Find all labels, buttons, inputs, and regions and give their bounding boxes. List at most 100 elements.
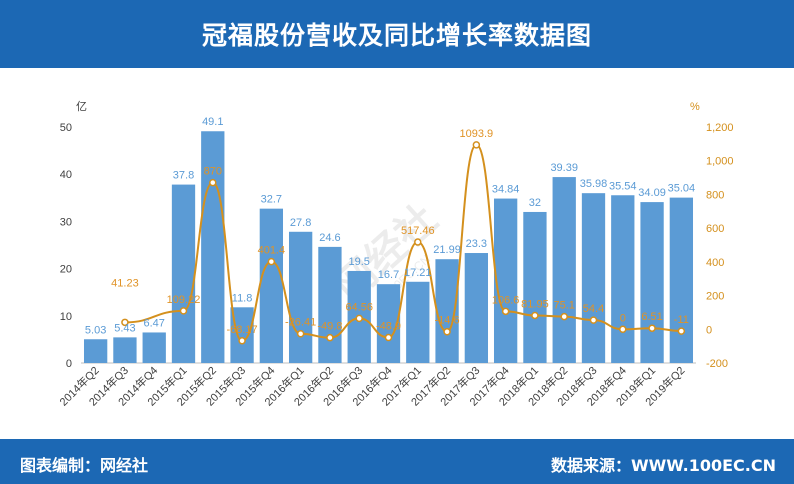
- bar: [464, 253, 489, 363]
- y-left-unit: 亿: [76, 100, 87, 113]
- bar-value-label: 5.03: [85, 324, 106, 336]
- y-right-tick-label: 600: [706, 223, 724, 235]
- bar: [523, 211, 547, 363]
- growth-point: [179, 307, 188, 315]
- bar-value-label: 27.8: [290, 217, 311, 229]
- footer-source: 数据来源：WWW.100EC.CN: [550, 456, 776, 475]
- growth-value-label: 109.22: [167, 294, 201, 306]
- growth-value-label: 1093.9: [460, 128, 494, 140]
- growth-value-label: 41.23: [111, 277, 139, 289]
- bar-value-label: 32.7: [261, 194, 282, 206]
- bar: [318, 246, 342, 363]
- bar-value-label: 49.1: [202, 116, 223, 128]
- footer-compiler: 图表编制：网经社: [20, 456, 149, 475]
- y-left-tick-label: 40: [60, 169, 72, 181]
- title-bar: 冠福股份营收及同比增长率数据图: [0, 0, 794, 68]
- growth-value-label: -14.6: [435, 315, 460, 327]
- y-right-unit: %: [690, 101, 700, 113]
- bar-value-label: 6.47: [144, 317, 165, 329]
- y-left-tick-label: 10: [60, 311, 72, 323]
- growth-value-label: -48.9: [376, 321, 401, 333]
- bar: [581, 193, 606, 363]
- growth-value-label: 6.51: [641, 311, 662, 323]
- bar: [230, 307, 254, 363]
- growth-value-label: 401.4: [258, 245, 286, 257]
- bar: [611, 195, 635, 363]
- y-right-tick-label: -200: [706, 358, 728, 370]
- y-right-tick-label: 1,000: [706, 156, 734, 168]
- revenue-growth-chart: 0 10 20 30 40 50 亿 -200 0 200 400 600 800 1,000 1,200%…: [56, 100, 734, 409]
- growth-point: [296, 329, 305, 338]
- growth-value-label: 106.6: [492, 294, 520, 306]
- bar-value-label: 17.21: [404, 267, 432, 279]
- bar: [288, 231, 313, 363]
- bar: [493, 198, 518, 363]
- y-right-tick-label: 0: [706, 324, 712, 336]
- bar: [113, 337, 137, 363]
- growth-value-label: 870: [204, 166, 222, 178]
- bar-value-label: 5.43: [114, 322, 135, 334]
- growth-value-label: 81.95: [521, 298, 549, 310]
- bar: [259, 208, 284, 363]
- growth-value-label: -26.41: [285, 317, 316, 329]
- growth-value-label: -11: [674, 314, 689, 326]
- growth-point: [384, 333, 393, 342]
- growth-point: [648, 324, 656, 332]
- bar-value-label: 35.54: [609, 180, 637, 192]
- bar-value-label: 23.3: [466, 238, 487, 250]
- y-left-tick-label: 30: [60, 216, 72, 228]
- y-left-tick-label: 50: [60, 122, 72, 134]
- growth-point: [443, 327, 451, 336]
- growth-point: [121, 318, 129, 327]
- bar: [640, 202, 664, 363]
- growth-point: [589, 316, 598, 324]
- growth-point: [414, 238, 422, 246]
- bar: [406, 281, 430, 363]
- growth-point: [267, 257, 276, 266]
- bar: [669, 197, 694, 363]
- bar-value-label: 19.5: [349, 256, 370, 268]
- bar: [142, 332, 166, 363]
- bar-value-label: 37.8: [173, 170, 194, 182]
- growth-point: [326, 333, 334, 342]
- bar-value-label: 35.98: [580, 178, 608, 190]
- bar-value-label: 39.39: [550, 162, 578, 174]
- bar: [171, 184, 196, 363]
- growth-point: [677, 327, 686, 335]
- y-right-tick-label: 1,200: [706, 122, 734, 134]
- bar: [83, 339, 108, 363]
- y-right-tick-label: 200: [706, 291, 724, 303]
- bar: [376, 284, 401, 363]
- growth-value-label: -68.17: [226, 324, 257, 336]
- y-left-tick-label: 20: [60, 264, 72, 276]
- growth-value-label: -49.8: [317, 321, 342, 333]
- bar-value-label: 32: [529, 197, 541, 209]
- growth-point: [531, 311, 539, 320]
- bar-value-label: 11.8: [232, 292, 253, 304]
- bar-value-label: 21.99: [433, 244, 461, 256]
- bar-value-label: 35.04: [668, 183, 696, 195]
- growth-value-label: 64.56: [345, 301, 373, 313]
- growth-point: [209, 178, 217, 187]
- y-right-tick-label: 800: [706, 189, 724, 201]
- chart-title: 冠福股份营收及同比增长率数据图: [201, 21, 592, 50]
- growth-value-label: 75.1: [554, 300, 575, 312]
- bar: [435, 259, 459, 363]
- growth-point: [238, 337, 246, 345]
- growth-point: [501, 307, 510, 316]
- chart-area: 0 10 20 30 40 50 亿 -200 0 200 400 600 800 1,000 1,200%…: [0, 68, 794, 439]
- bar-value-label: 24.6: [319, 232, 340, 244]
- growth-value-label: 54.4: [583, 303, 604, 315]
- growth-point: [619, 325, 627, 334]
- bar-value-label: 34.09: [638, 187, 666, 199]
- y-right-tick-label: 400: [706, 257, 724, 269]
- growth-value-label: 0: [620, 312, 626, 324]
- growth-point: [472, 141, 481, 149]
- growth-value-label: 517.46: [401, 225, 435, 237]
- growth-point: [560, 312, 568, 321]
- growth-line: [124, 143, 682, 342]
- bar-value-label: 34.84: [492, 184, 520, 196]
- bar-value-label: 16.7: [378, 269, 399, 281]
- y-left-tick-label: 0: [66, 358, 72, 370]
- growth-point: [355, 314, 363, 323]
